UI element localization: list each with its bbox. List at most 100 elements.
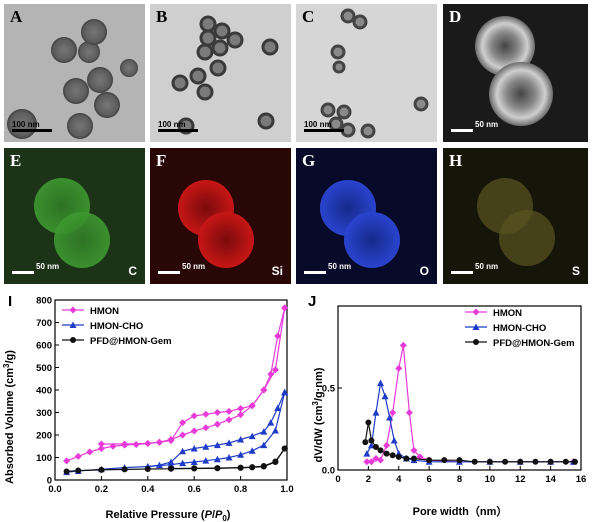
panel-d: D 50 nm	[443, 4, 588, 142]
panel-e-scale-bar	[12, 271, 34, 274]
j-point-1	[372, 409, 380, 416]
i-point-0	[190, 412, 198, 420]
i-point-0	[167, 437, 175, 445]
i-point-0	[225, 407, 233, 415]
j-point-2	[547, 458, 554, 465]
chart-i-axes: 0.0 0.2 0.4 0.6 0.8 1.0 0 100 200 300 400 500 600 700…	[36, 296, 293, 496]
j-point-2	[502, 458, 509, 465]
i-ytick-label: 700	[36, 318, 52, 329]
j-point-2	[456, 457, 463, 464]
j-legend-marker-2	[473, 339, 479, 345]
i-point-2	[191, 465, 198, 472]
i-point-1	[271, 427, 279, 434]
i-point-1	[281, 388, 289, 396]
i-ytick-label: 100	[36, 453, 52, 464]
panel-a-scale-text: 100 nm	[12, 120, 40, 129]
i-point-2	[75, 467, 82, 474]
chart-j-series	[362, 341, 578, 466]
i-point-1	[190, 458, 198, 465]
j-point-2	[410, 455, 417, 462]
j-legend-label-0: HMON	[493, 308, 522, 319]
i-point-0	[121, 440, 129, 448]
panel-e-element: C	[128, 264, 137, 278]
panel-f-label: F	[156, 151, 167, 170]
i-point-1	[190, 445, 198, 452]
i-point-0	[274, 332, 282, 340]
panel-e-label: E	[10, 151, 22, 170]
i-point-0	[97, 445, 105, 452]
j-xtick-label: 14	[545, 474, 556, 485]
j-point-0	[363, 458, 371, 466]
panel-a-scale-bar	[12, 129, 52, 132]
j-xtick-label: 12	[515, 474, 526, 485]
i-point-0	[260, 386, 268, 394]
j-ytick-label: 0.0	[322, 466, 335, 477]
i-point-2	[281, 445, 288, 452]
i-point-1	[237, 436, 245, 443]
i-point-1	[248, 447, 256, 454]
i-point-2	[121, 466, 128, 473]
chart-i-xlabel: Relative Pressure (P/P0)	[106, 509, 231, 522]
panel-c: C 100 nm	[296, 4, 437, 142]
i-point-0	[144, 439, 152, 447]
j-point-0	[399, 341, 407, 349]
i-point-1	[213, 441, 221, 449]
panel-e-scale-text: 50 nm	[36, 262, 60, 271]
j-point-2	[486, 458, 493, 465]
panel-a-label: A	[10, 7, 23, 26]
chart-j: J 0 2 4 6 8 10 12 14 16 0.0 0.5 HMON HMON-CHO PFD@HM…	[308, 293, 586, 518]
j-point-2	[389, 452, 396, 459]
chart-i-panel-label: I	[8, 293, 12, 310]
panel-h: H 50 nm S	[443, 148, 588, 284]
j-point-0	[389, 409, 397, 417]
i-point-2	[249, 464, 256, 471]
i-point-1	[225, 454, 233, 461]
panel-g: G 50 nm O	[296, 148, 437, 284]
j-point-2	[383, 450, 390, 457]
i-ytick-label: 400	[36, 386, 52, 397]
i-ytick-label: 300	[36, 408, 52, 419]
j-xtick-label: 2	[366, 474, 371, 485]
i-ytick-label: 600	[36, 341, 52, 352]
j-point-2	[571, 458, 578, 465]
chart-i-series	[63, 304, 289, 476]
j-xtick-label: 0	[335, 474, 340, 485]
j-ytick-label: 0.5	[322, 384, 336, 395]
j-point-2	[562, 458, 569, 465]
j-point-0	[367, 458, 375, 466]
i-point-1	[202, 443, 210, 450]
chart-j-axes: 0 2 4 6 8 10 12 14 16 0.0 0.5	[322, 305, 586, 485]
i-point-1	[179, 459, 187, 467]
i-xtick-label: 1.0	[280, 484, 293, 495]
i-point-1	[237, 451, 245, 458]
chart-j-xlabel: Pore width（nm）	[413, 505, 508, 518]
j-point-2	[395, 453, 402, 460]
j-point-2	[441, 457, 448, 464]
panel-c-label: C	[302, 7, 315, 26]
panel-a: A 100 nm	[4, 4, 145, 142]
i-point-2	[144, 465, 151, 472]
j-point-2	[532, 458, 539, 465]
i-point-0	[213, 409, 221, 416]
j-point-0	[395, 364, 403, 372]
panel-f-scale-text: 50 nm	[182, 262, 206, 271]
panel-h-scale-bar	[451, 271, 473, 274]
j-point-1	[390, 436, 398, 444]
i-point-0	[202, 424, 210, 432]
panel-g-label: G	[302, 151, 316, 170]
i-point-1	[167, 458, 175, 465]
i-point-2	[237, 464, 244, 471]
i-point-0	[63, 457, 71, 465]
j-point-0	[377, 456, 385, 464]
i-point-0	[237, 411, 245, 419]
panel-d-scale-text: 50 nm	[475, 120, 499, 129]
j-point-0	[372, 455, 380, 463]
i-legend-label-2: PFD@HMON-Gem	[90, 336, 172, 347]
j-point-0	[405, 409, 413, 417]
panel-e-image	[34, 178, 110, 268]
chart-j-ylabel: dV/dW (cm3/g·nm)	[311, 367, 325, 462]
j-point-2	[368, 437, 375, 444]
i-xtick-label: 0.0	[48, 484, 61, 495]
j-point-2	[426, 457, 433, 464]
i-point-2	[63, 468, 70, 475]
